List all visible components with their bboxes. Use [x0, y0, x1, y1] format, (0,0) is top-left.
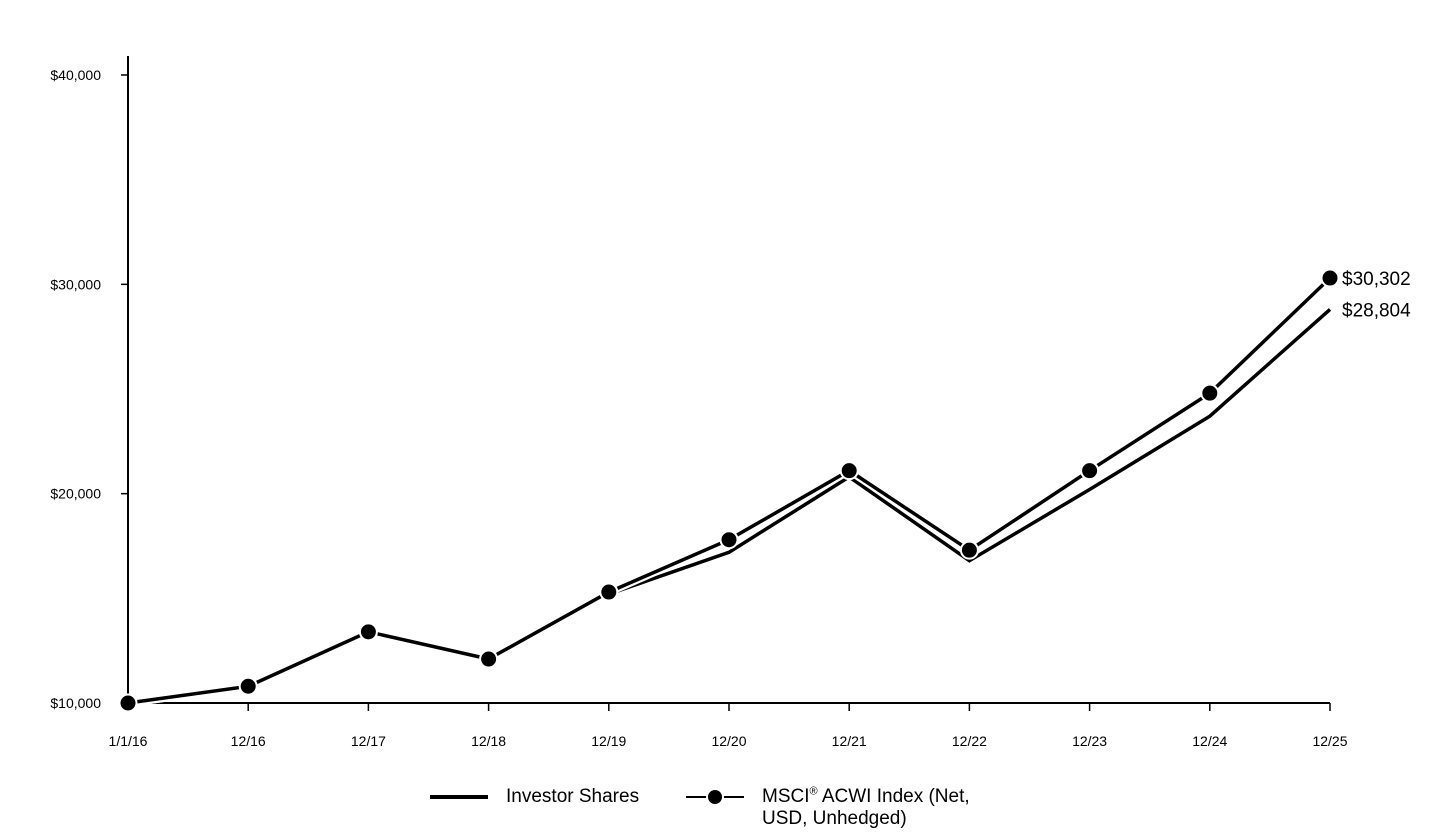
end-labels: $28,804 $30,302 [1342, 269, 1411, 321]
x-tick-label: 12/21 [832, 733, 867, 749]
end-label-msci-acwi-index: $30,302 [1342, 269, 1411, 290]
x-tick-label: 12/23 [1072, 733, 1107, 749]
data-point-msci-acwi-index [599, 582, 619, 602]
x-tick-label: 12/18 [471, 733, 506, 749]
series-line-investor-shares [127, 308, 1332, 705]
data-point-msci-acwi-index [1320, 268, 1340, 288]
series-line-msci-acwi-index [127, 276, 1332, 705]
data-point-msci-acwi-index [1080, 461, 1100, 481]
legend-label-msci-rest: ACWI Index (Net, [817, 786, 970, 807]
y-tick-label: $20,000 [50, 486, 101, 502]
legend-item-msci-acwi: MSCI® ACWI Index (Net, USD, Unhedged) [684, 784, 970, 830]
legend-item-investor-shares: Investor Shares [428, 784, 639, 810]
x-tick-label: 12/19 [591, 733, 626, 749]
chart-legend: Investor Shares MSCI® ACWI Index (Net, U… [0, 784, 1440, 840]
data-point-msci-acwi-index [959, 540, 979, 560]
legend-label-msci-prefix: MSCI [762, 786, 810, 807]
x-tick-label: 12/22 [952, 733, 987, 749]
legend-label-investor-shares: Investor Shares [506, 786, 640, 807]
data-point-msci-acwi-index [118, 693, 138, 713]
end-label-investor-shares: $28,804 [1342, 300, 1411, 321]
series-group [118, 268, 1340, 713]
data-point-msci-acwi-index [238, 676, 258, 696]
data-point-msci-acwi-index [479, 649, 499, 669]
y-tick-label: $30,000 [50, 276, 101, 292]
y-axis: $10,000 $20,000 $30,000 $40,000 [50, 56, 129, 711]
line-chart: $10,000 $20,000 $30,000 $40,000 1/1/16 12/16… [50, 56, 1411, 749]
x-tick-label: 12/25 [1312, 733, 1347, 749]
series-halo-msci-acwi-index [127, 275, 1333, 707]
y-tick-label: $10,000 [50, 695, 101, 711]
x-tick-label: 12/24 [1192, 733, 1227, 749]
legend-line-marker-swatch-icon [686, 788, 744, 806]
x-tick-label: 1/1/16 [109, 733, 148, 749]
data-point-msci-acwi-index [839, 461, 859, 481]
series-halo-investor-shares [127, 306, 1333, 707]
legend-label-msci-line2: USD, Unhedged) [762, 808, 907, 829]
legend-label-registered-mark: ® [809, 785, 818, 798]
x-tick-label: 12/16 [231, 733, 266, 749]
data-point-msci-acwi-index [719, 530, 739, 550]
y-tick-label: $40,000 [50, 67, 101, 83]
data-point-msci-acwi-index [1200, 383, 1220, 403]
legend-line-swatch-icon [430, 795, 488, 799]
legend-label-msci-acwi: MSCI® ACWI Index (Net, USD, Unhedged) [762, 786, 970, 830]
x-tick-label: 12/20 [711, 733, 746, 749]
x-axis: 1/1/16 12/16 12/17 12/18 12/19 12/20 12/21 12/2… [109, 702, 1348, 749]
x-tick-label: 12/17 [351, 733, 386, 749]
data-point-msci-acwi-index [358, 622, 378, 642]
